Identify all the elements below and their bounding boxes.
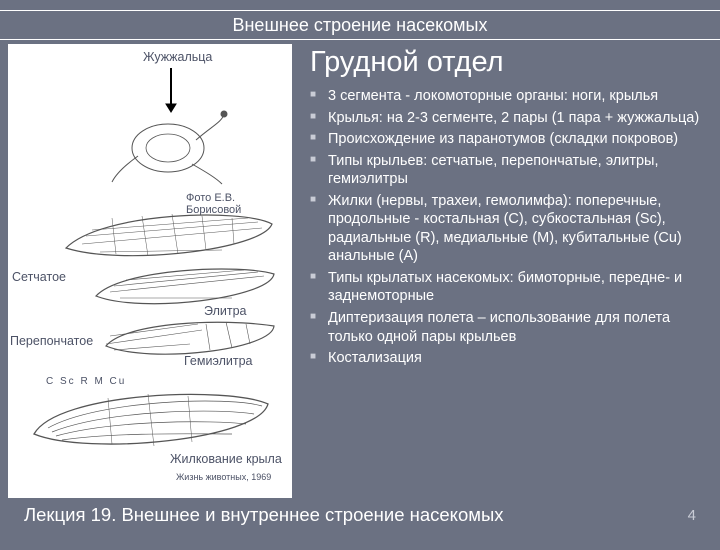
label-zhuzhaltsa: Жужжальца bbox=[143, 50, 212, 64]
page-title: Внешнее строение насекомых bbox=[0, 10, 720, 40]
bullet-item: Крылья: на 2-3 сегменте, 2 пары (1 пара … bbox=[310, 109, 710, 128]
bullet-list: 3 сегмента - локомоторные органы: ноги, … bbox=[310, 87, 710, 368]
bullet-item: Жилки (нервы, трахеи, гемолимфа): попере… bbox=[310, 192, 710, 266]
fly-thorax-sketch bbox=[108, 104, 228, 188]
wing-venation-diagram bbox=[28, 384, 278, 462]
bullet-item: Типы крыльев: сетчатые, перепончатые, эл… bbox=[310, 152, 710, 189]
bullet-item: Костализация bbox=[310, 349, 710, 368]
bullet-item: 3 сегмента - локомоторные органы: ноги, … bbox=[310, 87, 710, 106]
wing-elytra-sketch bbox=[92, 262, 282, 316]
label-setchatoe: Сетчатое bbox=[12, 270, 66, 284]
illustration-panel: Жужжальца Фото Е.В. Борисовой bbox=[8, 44, 292, 498]
label-pereponchatoe: Перепончатое bbox=[10, 334, 93, 348]
page-number: 4 bbox=[688, 507, 696, 524]
label-source: Жизнь животных, 1969 bbox=[176, 472, 271, 482]
section-heading: Грудной отдел bbox=[310, 46, 710, 79]
main-content: Жужжальца Фото Е.В. Борисовой bbox=[0, 44, 720, 498]
label-zhilkovanie: Жилкование крыла bbox=[170, 452, 282, 466]
bullet-item: Диптеризация полета – использование для … bbox=[310, 309, 710, 346]
label-gemielitra: Гемиэлитра bbox=[184, 354, 252, 368]
wing-setchatoe-sketch bbox=[62, 206, 282, 270]
footer: Лекция 19. Внешнее и внутреннее строение… bbox=[0, 498, 720, 526]
footer-lecture-title: Лекция 19. Внешнее и внутреннее строение… bbox=[24, 504, 504, 526]
bullet-item: Происхождение из паранотумов (складки по… bbox=[310, 130, 710, 149]
bullet-item: Типы крылатых насекомых: бимоторные, пер… bbox=[310, 269, 710, 306]
text-column: Грудной отдел 3 сегмента - локомоторные … bbox=[298, 44, 712, 498]
